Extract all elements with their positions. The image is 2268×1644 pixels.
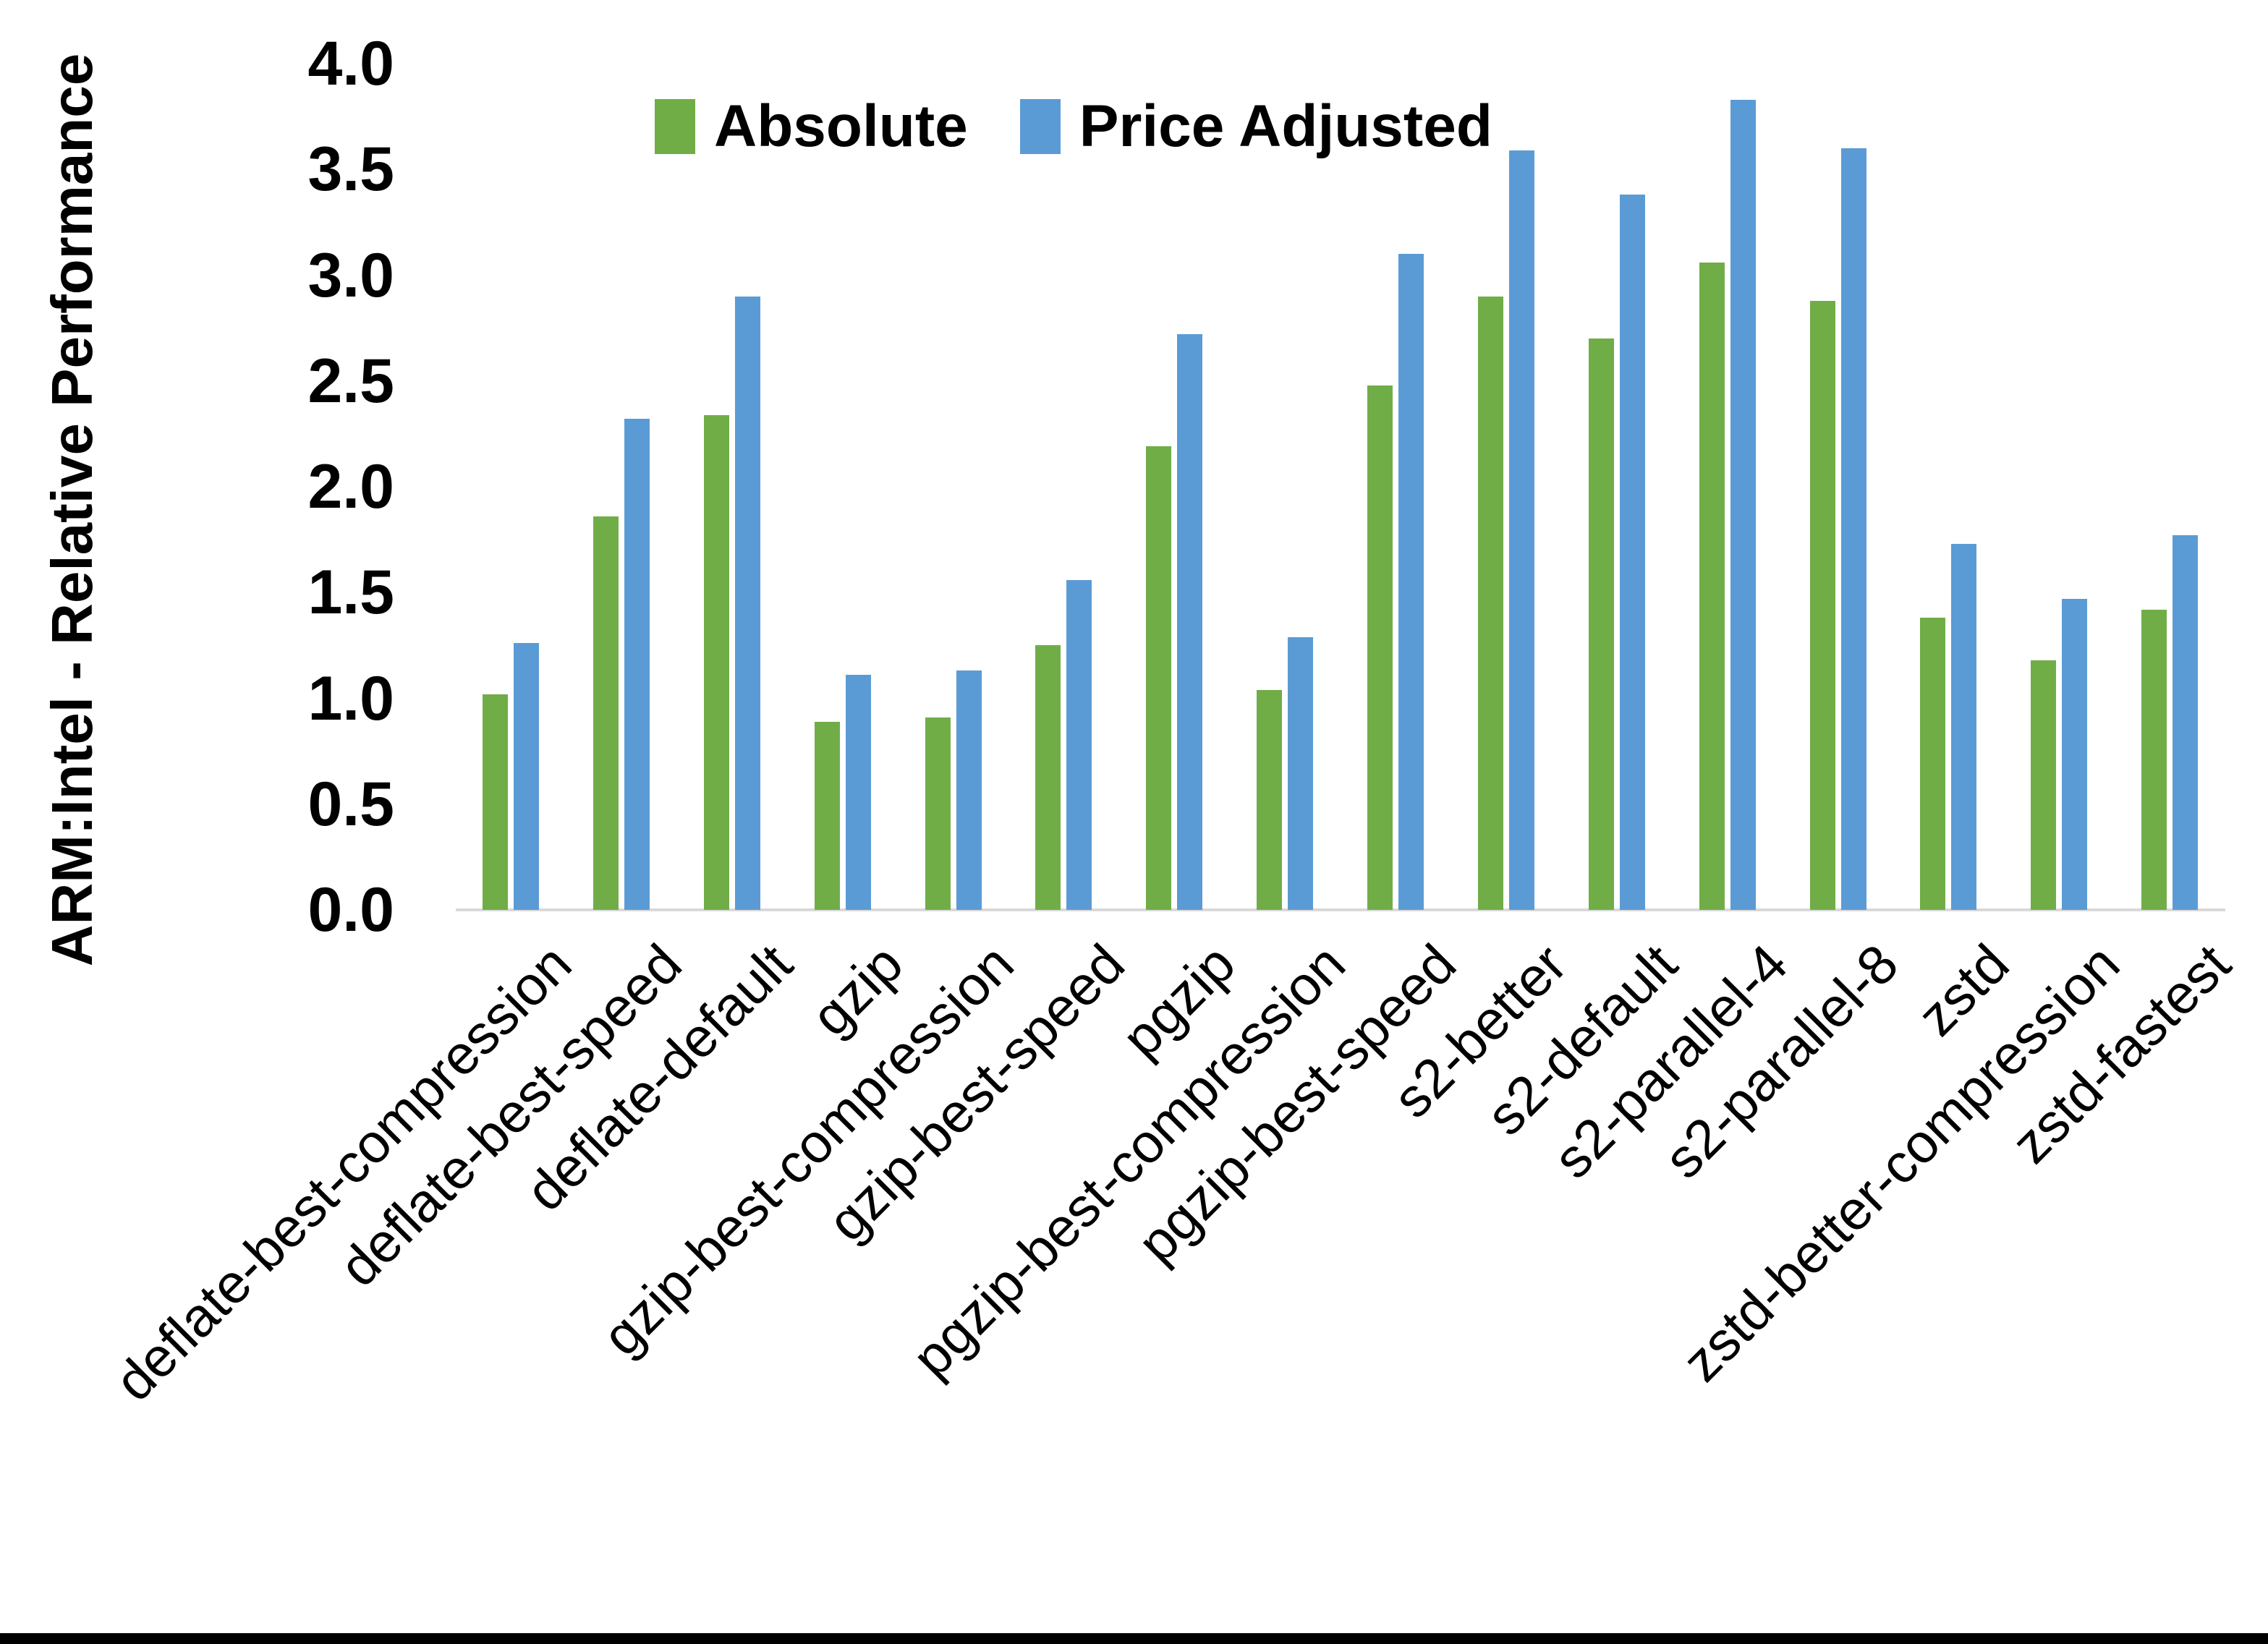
bar-s2-better-price-adjusted [1509, 150, 1534, 910]
bar-s2-parallel-8-absolute [1810, 301, 1835, 910]
bar-pgzip-best-speed-price-adjusted [1398, 254, 1424, 910]
bar-zstd-better-compression-price-adjusted [2062, 599, 2087, 910]
bar-pgzip-best-compression-price-adjusted [1288, 637, 1313, 910]
bar-s2-better-absolute [1478, 297, 1503, 910]
bar-deflate-best-speed-absolute [593, 516, 619, 910]
bar-s2-parallel-4-price-adjusted [1730, 100, 1756, 910]
bar-gzip-best-speed-absolute [1035, 645, 1061, 910]
bar-zstd-better-compression-absolute [2031, 660, 2056, 910]
bar-zstd-absolute [1920, 618, 1945, 910]
bar-deflate-best-speed-price-adjusted [624, 419, 650, 910]
bar-gzip-best-compression-price-adjusted [956, 670, 982, 910]
bar-pgzip-price-adjusted [1177, 334, 1202, 910]
bottom-border [0, 1633, 2268, 1644]
bar-zstd-fastest-price-adjusted [2173, 535, 2198, 910]
bar-pgzip-best-speed-absolute [1367, 386, 1393, 910]
legend-swatch-icon [655, 99, 695, 154]
legend-label: Absolute [714, 93, 968, 159]
bar-deflate-best-compression-absolute [483, 694, 508, 910]
y-tick-label-1.5: 1.5 [307, 558, 394, 628]
x-label-deflate-best-compression: deflate-best-compression [103, 932, 583, 1413]
legend: Absolute Price Adjusted [655, 93, 1492, 161]
legend-label: Price Adjusted [1079, 93, 1492, 159]
y-tick-label-0.5: 0.5 [307, 769, 394, 839]
bar-gzip-price-adjusted [846, 675, 871, 910]
bar-s2-default-price-adjusted [1620, 195, 1645, 910]
bar-zstd-price-adjusted [1951, 544, 1976, 910]
bar-gzip-absolute [815, 722, 840, 910]
bar-s2-parallel-4-absolute [1699, 263, 1725, 910]
y-tick-label-4.0: 4.0 [307, 29, 394, 98]
y-tick-label-3.5: 3.5 [307, 135, 394, 205]
bar-deflate-default-price-adjusted [735, 297, 760, 910]
legend-item-price-adjusted: Price Adjusted [1019, 93, 1492, 161]
bar-s2-parallel-8-price-adjusted [1841, 148, 1866, 910]
legend-swatch-icon [1019, 99, 1061, 154]
y-tick-label-0.0: 0.0 [307, 875, 394, 945]
bar-gzip-best-compression-absolute [925, 717, 951, 910]
bar-s2-default-absolute [1589, 338, 1614, 910]
bar-zstd-fastest-absolute [2141, 610, 2167, 910]
legend-item-absolute: Absolute [655, 93, 968, 161]
y-axis-title: ARM:Intel - Relative Performance [40, 53, 104, 967]
y-tick-label-1.0: 1.0 [307, 663, 394, 733]
x-axis-line [456, 908, 2225, 911]
bar-deflate-default-absolute [704, 415, 729, 910]
bar-pgzip-best-compression-absolute [1257, 690, 1282, 910]
y-tick-label-3.0: 3.0 [307, 240, 394, 310]
bar-gzip-best-speed-price-adjusted [1066, 580, 1092, 910]
bar-deflate-best-compression-price-adjusted [514, 643, 539, 910]
y-tick-label-2.0: 2.0 [307, 452, 394, 521]
y-tick-label-2.5: 2.5 [307, 346, 394, 416]
bar-pgzip-absolute [1146, 446, 1171, 910]
